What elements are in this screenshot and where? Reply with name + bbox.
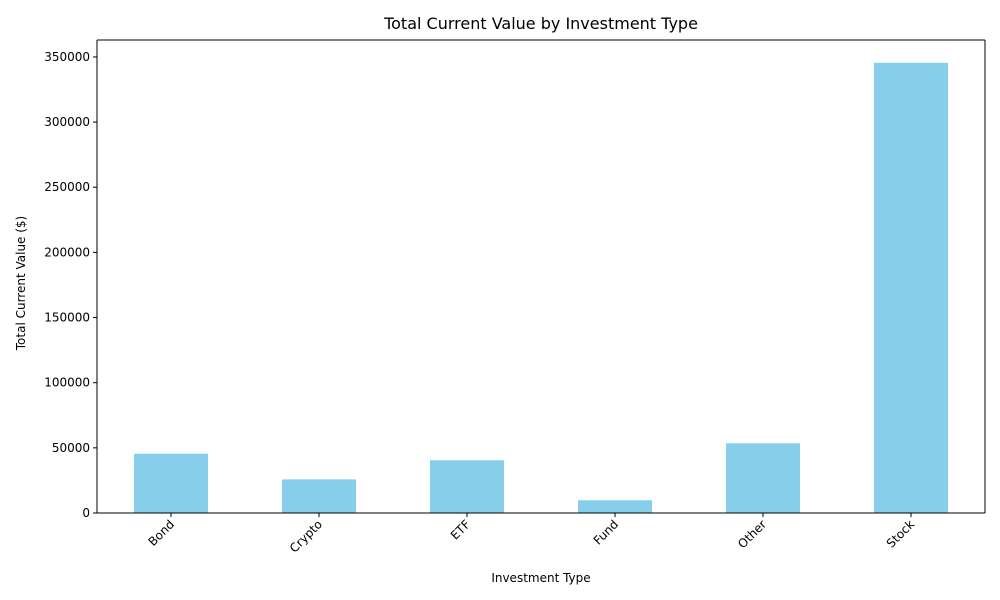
y-tick-label: 200000 xyxy=(44,245,90,259)
y-tick-label: 50000 xyxy=(52,441,90,455)
x-tick-label: ETF xyxy=(448,517,473,542)
y-tick-label: 250000 xyxy=(44,180,90,194)
bar-bond xyxy=(134,453,208,513)
x-axis-label: Investment Type xyxy=(491,571,590,585)
x-tick-label: Crypto xyxy=(287,517,325,555)
x-tick-label: Fund xyxy=(591,517,621,547)
y-tick-label: 350000 xyxy=(44,50,90,64)
bar-crypto xyxy=(282,479,356,513)
y-tick-label: 100000 xyxy=(44,376,90,390)
y-tick-label: 150000 xyxy=(44,311,90,325)
y-tick-label: 0 xyxy=(82,506,90,520)
bar-fund xyxy=(578,500,652,513)
x-tick-label: Bond xyxy=(145,517,177,549)
bar-stock xyxy=(874,62,948,513)
chart-title: Total Current Value by Investment Type xyxy=(383,14,698,33)
y-tick-label: 300000 xyxy=(44,115,90,129)
y-axis-label: Total Current Value ($) xyxy=(14,216,28,352)
x-tick-label: Other xyxy=(735,517,769,551)
x-tick-label: Stock xyxy=(884,517,917,550)
bar-other xyxy=(726,443,800,513)
plot-area: 0 50000 100000 150000 200000 250000 300000 3500… xyxy=(44,39,986,555)
bar-etf xyxy=(430,460,504,513)
